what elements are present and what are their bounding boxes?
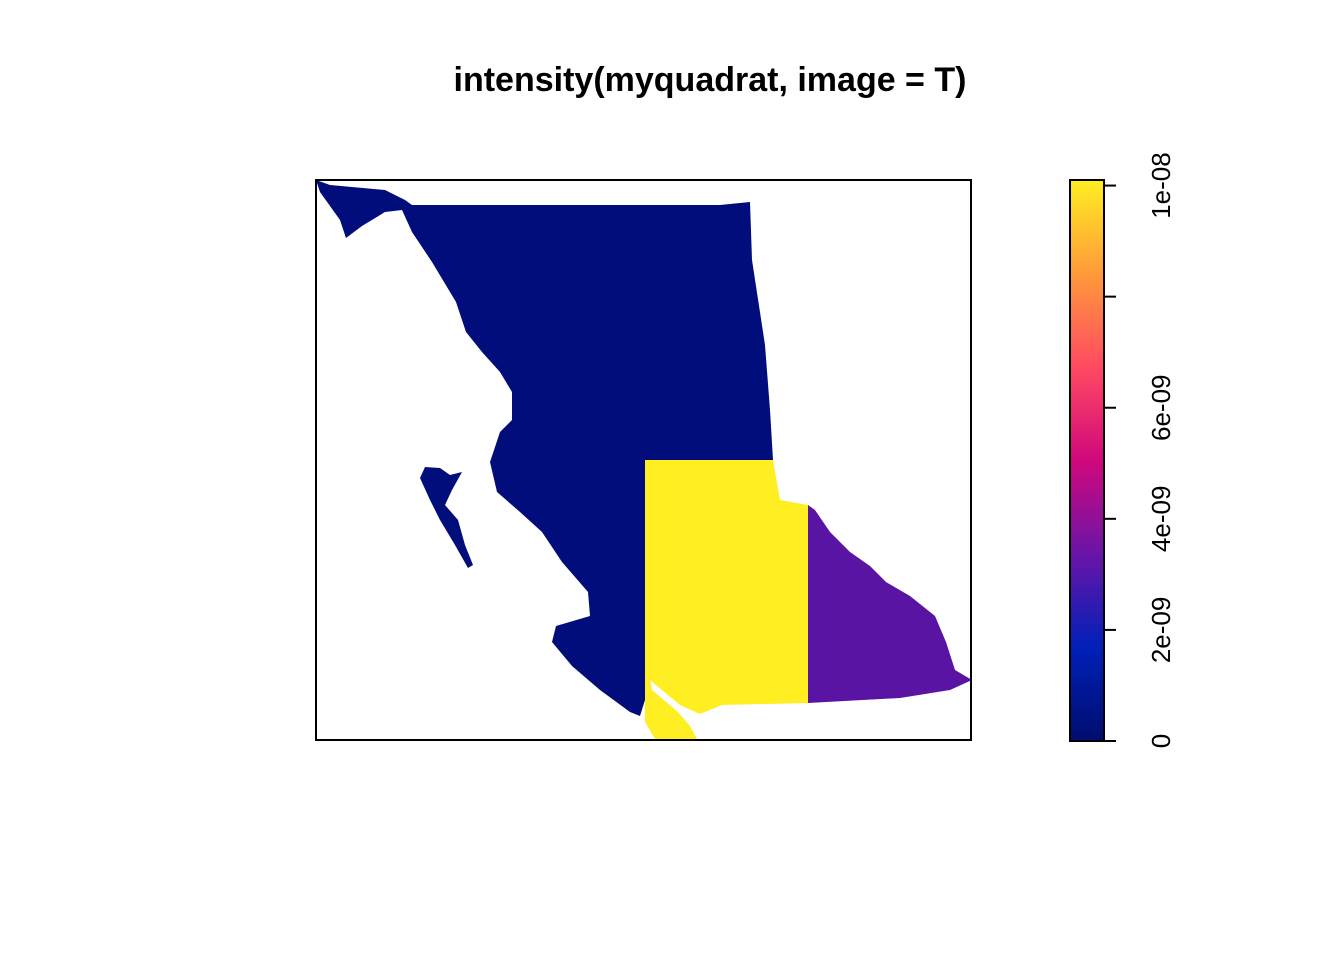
colorbar — [1069, 179, 1105, 742]
map-region — [316, 180, 773, 716]
map-region — [645, 460, 808, 739]
colorbar-tick-label: 2e-09 — [1146, 597, 1176, 664]
colorbar-tick-label: 1e-08 — [1146, 152, 1176, 219]
colorbar-tick-label: 0 — [1146, 734, 1176, 748]
colorbar-tick-label: 4e-09 — [1146, 486, 1176, 553]
chart-title: intensity(myquadrat, image = T) — [454, 61, 967, 99]
colorbar-tick-label: 6e-09 — [1146, 374, 1176, 441]
plot-frame — [315, 179, 972, 741]
map-region — [808, 505, 972, 703]
